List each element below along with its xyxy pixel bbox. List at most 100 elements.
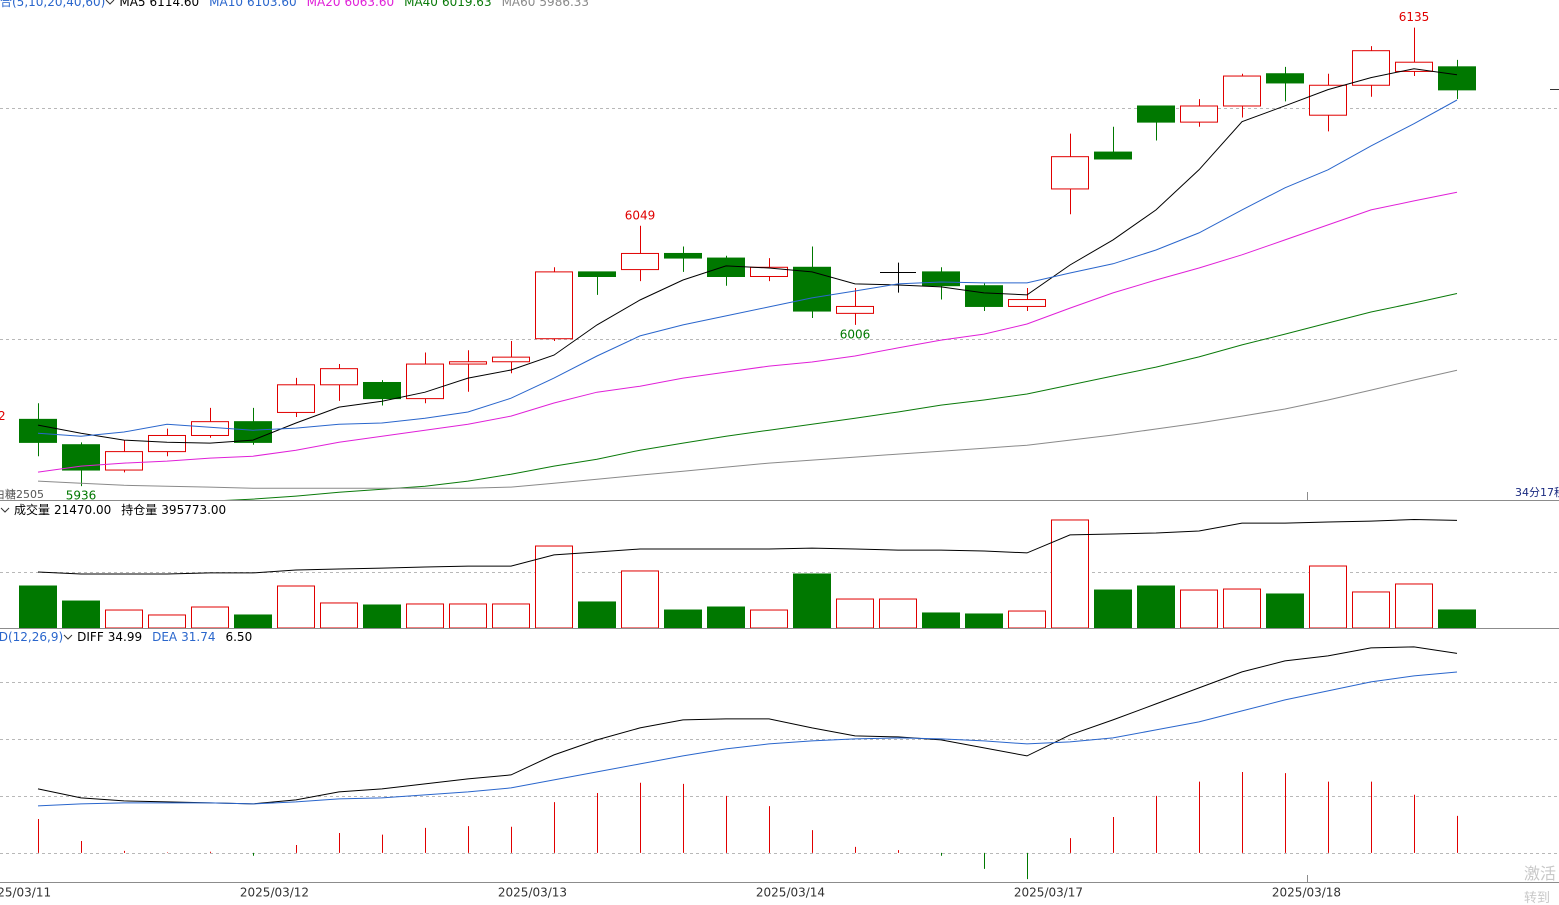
- dropdown-icon[interactable]: [63, 632, 73, 642]
- x-tick-label: 2025/03/14: [756, 886, 825, 900]
- watermark: 转到: [1524, 891, 1550, 905]
- volume-bar: [148, 614, 186, 628]
- volume-pane: [0, 518, 1559, 628]
- moving-average-line: [37, 191, 1458, 473]
- candle-body: [1438, 66, 1476, 91]
- candle-body: [277, 384, 315, 413]
- candle-body: [1395, 61, 1433, 72]
- candle-body: [793, 266, 831, 312]
- macd-title: MACD(12,26,9): [0, 630, 64, 644]
- legend-value: 5986.33: [539, 0, 590, 9]
- candle-body: [836, 305, 874, 314]
- volume-bar: [62, 600, 100, 628]
- volume-bar: [1180, 589, 1218, 628]
- date-axis: 2025/03/11 2025/03/12 2025/03/13 2025/03/14…: [0, 886, 1341, 900]
- candle-body: [1309, 84, 1347, 116]
- volume-bar: [1266, 593, 1304, 628]
- candle-body: [707, 257, 745, 277]
- histogram-value: 6.50: [225, 630, 253, 644]
- moving-average-line: [37, 369, 1458, 489]
- moving-average-line: [224, 293, 1458, 500]
- volume-bar: [363, 604, 401, 628]
- candle-body: [62, 444, 100, 471]
- x-tick-label: 2025/03/18: [1272, 886, 1341, 900]
- indicator-title: 组合(5,10,20,40,60): [0, 0, 106, 9]
- volume-bar: [449, 603, 487, 628]
- extreme-label: 6006: [840, 327, 871, 341]
- candle-body: [1094, 151, 1132, 160]
- volume-bar: [320, 602, 358, 628]
- legend-value: 34.99: [107, 630, 143, 644]
- candle-body: [363, 381, 401, 400]
- volume-bar: [277, 585, 315, 628]
- volume-bar: [621, 570, 659, 628]
- moving-average-line: [37, 99, 1458, 437]
- dropdown-icon[interactable]: [0, 505, 10, 515]
- volume-bar: [1223, 588, 1261, 628]
- volume-bar: [1438, 609, 1476, 628]
- volume-bar: [1137, 585, 1175, 628]
- volume-bar: [1008, 610, 1046, 628]
- dropdown-icon[interactable]: [105, 0, 115, 7]
- volume-bar: [836, 598, 874, 628]
- candle-body: [1137, 105, 1175, 123]
- candle-body: [750, 266, 788, 277]
- macd-line: [37, 646, 1458, 805]
- moving-average-line: [37, 68, 1458, 444]
- legend-value: 6103.60: [247, 0, 297, 9]
- volume-bar: [234, 614, 272, 628]
- volume-bar: [750, 609, 788, 628]
- volume-header: 成交量 21470.00 持仓量 395773.00: [0, 503, 236, 517]
- legend-name: MA40: [404, 0, 438, 9]
- volume-bar: [1309, 565, 1347, 628]
- legend-name: 持仓量: [121, 503, 158, 517]
- candle-body: [492, 356, 530, 363]
- candle-body: [1266, 73, 1304, 84]
- candle-body: [1051, 156, 1089, 190]
- candle-body: [922, 271, 960, 287]
- legend-name: MA5: [119, 0, 146, 9]
- candle-body: [578, 271, 616, 277]
- volume-bar: [1352, 591, 1390, 628]
- legend-value: 395773.00: [161, 503, 227, 517]
- candle-body: [1223, 75, 1261, 107]
- volume-bar: [922, 612, 960, 628]
- volume-bar: [406, 603, 444, 628]
- candle-body: [1352, 50, 1390, 86]
- volume-bar: [191, 606, 229, 628]
- volume-readout: 21470.00: [54, 503, 112, 517]
- candle-body: [105, 451, 143, 471]
- volume-bar: [492, 603, 530, 628]
- open-interest-line: [37, 518, 1458, 575]
- volume-bar: [1094, 589, 1132, 628]
- extreme-label: 5936: [66, 489, 97, 503]
- x-tick-label: 2025/03/13: [498, 886, 567, 900]
- x-tick-label: 2025/03/11: [0, 886, 51, 900]
- legend-value: 6063.60: [344, 0, 395, 9]
- status-label: 34分17秒: [1515, 485, 1559, 499]
- volume-bar: [535, 545, 573, 628]
- volume-bar: [1051, 519, 1089, 628]
- macd-line: [37, 671, 1458, 807]
- extreme-label: 2: [0, 409, 6, 423]
- legend-name: DEA: [152, 630, 178, 644]
- candle-body: [664, 252, 702, 259]
- volume-bar: [664, 609, 702, 628]
- candle-body: [320, 368, 358, 386]
- x-tick-label: 2025/03/17: [1014, 886, 1083, 900]
- extreme-label: 6049: [625, 208, 656, 222]
- volume-bar: [578, 601, 616, 628]
- macd-pane: [0, 646, 1559, 880]
- legend-value: 31.74: [181, 630, 216, 644]
- legend-name: MA20: [306, 0, 341, 9]
- candle-body: [406, 363, 444, 400]
- legend-name: MA10: [209, 0, 244, 9]
- volume-bar: [879, 598, 917, 628]
- candle-body: [234, 421, 272, 443]
- symbol-label: 白糖2505: [0, 487, 44, 501]
- candle-body: [965, 285, 1003, 307]
- price-pane: 2 5936 6049 6006 6135: [0, 10, 1559, 503]
- candle-body: [621, 252, 659, 271]
